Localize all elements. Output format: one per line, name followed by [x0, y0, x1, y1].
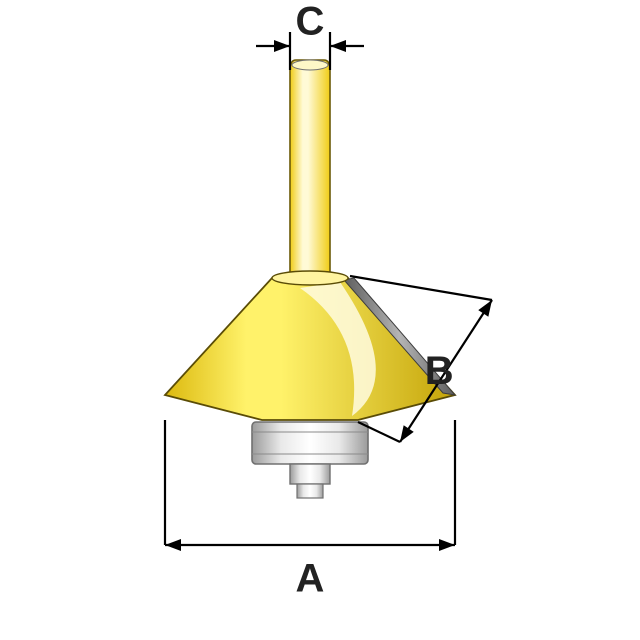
dim-c-arrow: [330, 40, 346, 52]
bearing-outer: [252, 422, 368, 464]
dim-b-arrow: [400, 425, 414, 442]
shank-tip: [292, 60, 328, 70]
dim-a-arrow: [165, 539, 181, 551]
dim-a-arrow: [439, 539, 455, 551]
dim-b-arrow: [478, 300, 492, 317]
dim-c-label: C: [296, 0, 325, 44]
shank-body: [290, 60, 330, 278]
dim-c-arrow: [274, 40, 290, 52]
router-bit-diagram: A C B: [0, 0, 640, 640]
dim-b-label: B: [425, 349, 454, 393]
dim-a-label: A: [296, 557, 325, 601]
dim-b-ext: [350, 276, 492, 300]
cone-top-face: [272, 271, 348, 285]
bearing-shaft: [297, 484, 323, 498]
bearing-inner: [290, 464, 330, 484]
